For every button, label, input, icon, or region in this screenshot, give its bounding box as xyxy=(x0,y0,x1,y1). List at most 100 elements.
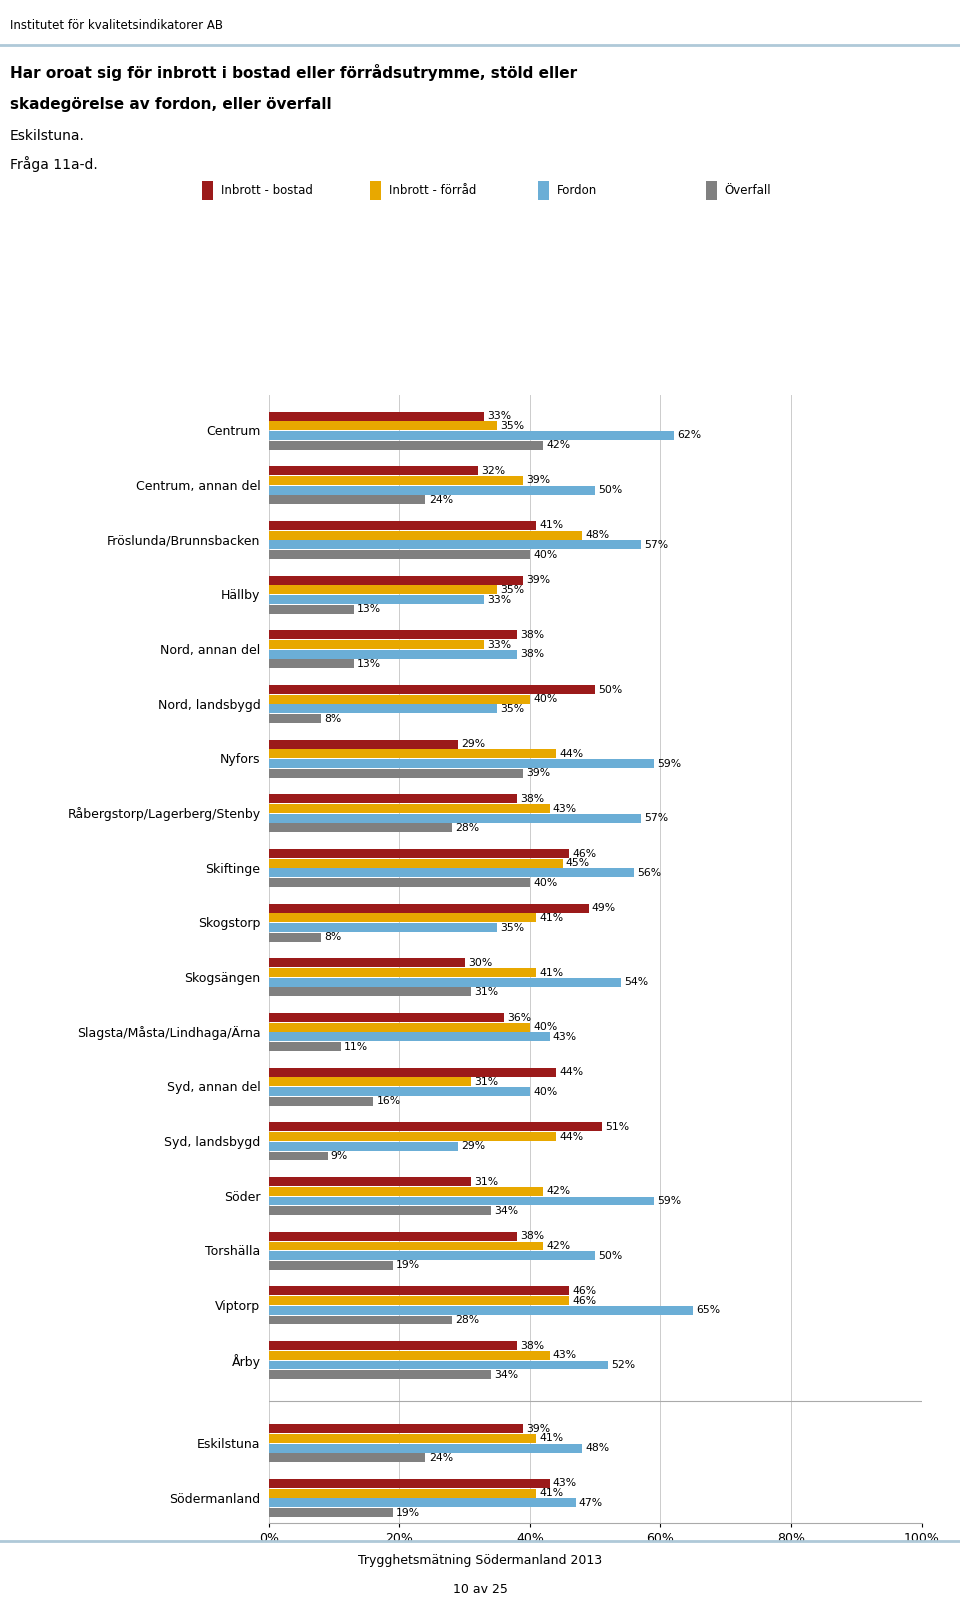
Text: 41%: 41% xyxy=(540,967,564,977)
Text: 11%: 11% xyxy=(344,1041,368,1051)
Text: 49%: 49% xyxy=(592,903,616,914)
Bar xyxy=(269,604,353,614)
Bar xyxy=(269,1186,543,1196)
Text: 40%: 40% xyxy=(533,1086,558,1096)
Bar xyxy=(269,695,530,704)
Text: 40%: 40% xyxy=(533,1022,558,1032)
Bar xyxy=(269,969,537,977)
Text: 30%: 30% xyxy=(468,958,492,967)
Text: 41%: 41% xyxy=(540,912,564,924)
Text: 47%: 47% xyxy=(579,1498,603,1507)
Bar xyxy=(269,714,321,724)
Text: 24%: 24% xyxy=(429,495,453,505)
Text: 51%: 51% xyxy=(605,1122,629,1132)
Text: 54%: 54% xyxy=(625,977,649,987)
Text: 43%: 43% xyxy=(553,1032,577,1041)
Text: 39%: 39% xyxy=(527,1423,551,1433)
Bar xyxy=(269,466,478,476)
Bar xyxy=(269,1341,516,1351)
Bar xyxy=(269,933,321,941)
Bar xyxy=(269,1206,491,1215)
Bar xyxy=(269,1077,471,1086)
Text: 50%: 50% xyxy=(598,685,623,695)
Bar xyxy=(269,1370,491,1380)
Text: 8%: 8% xyxy=(324,932,342,943)
Bar xyxy=(269,804,549,812)
Text: 44%: 44% xyxy=(560,1067,584,1077)
Text: 38%: 38% xyxy=(520,1341,544,1351)
Text: Trygghetsmätning Södermanland 2013: Trygghetsmätning Södermanland 2013 xyxy=(358,1554,602,1567)
Bar xyxy=(269,476,523,485)
Bar xyxy=(269,1286,569,1296)
Text: 45%: 45% xyxy=(565,858,590,869)
Text: 43%: 43% xyxy=(553,803,577,814)
Bar xyxy=(269,1251,595,1261)
Text: 16%: 16% xyxy=(376,1096,400,1106)
Bar xyxy=(269,1122,602,1132)
Text: 33%: 33% xyxy=(488,411,512,421)
Bar xyxy=(269,759,654,767)
Text: 40%: 40% xyxy=(533,695,558,704)
Bar xyxy=(269,585,497,595)
Bar xyxy=(269,1043,341,1051)
Bar xyxy=(269,685,595,693)
Text: 40%: 40% xyxy=(533,550,558,559)
Text: 46%: 46% xyxy=(572,1286,596,1296)
Text: 31%: 31% xyxy=(474,987,498,996)
Bar xyxy=(269,640,484,650)
Text: 33%: 33% xyxy=(488,640,512,650)
Bar xyxy=(269,1296,569,1306)
Bar xyxy=(269,1232,516,1241)
Bar xyxy=(269,1315,451,1325)
Bar xyxy=(269,650,516,659)
Bar xyxy=(269,1435,537,1443)
Text: 35%: 35% xyxy=(500,421,525,430)
Text: 57%: 57% xyxy=(644,812,668,824)
Text: 31%: 31% xyxy=(474,1177,498,1186)
Text: Inbrott - bostad: Inbrott - bostad xyxy=(221,184,313,197)
Bar xyxy=(269,1177,471,1186)
Bar xyxy=(269,1478,549,1488)
Text: 43%: 43% xyxy=(553,1351,577,1361)
Bar xyxy=(269,769,523,777)
Bar xyxy=(269,879,530,887)
Bar xyxy=(269,740,458,748)
Bar xyxy=(269,1132,556,1141)
Text: 28%: 28% xyxy=(455,822,479,833)
Text: 35%: 35% xyxy=(500,922,525,933)
Bar xyxy=(269,495,425,505)
Bar xyxy=(269,575,523,585)
Text: 34%: 34% xyxy=(494,1370,518,1380)
Bar xyxy=(269,659,353,669)
Bar xyxy=(269,485,595,495)
Bar xyxy=(269,1361,609,1370)
Bar xyxy=(269,1012,504,1022)
Text: 41%: 41% xyxy=(540,1433,564,1443)
Text: 40%: 40% xyxy=(533,877,558,888)
Bar xyxy=(269,540,641,550)
Text: 34%: 34% xyxy=(494,1206,518,1215)
Text: 8%: 8% xyxy=(324,714,342,724)
Bar xyxy=(269,430,674,440)
Bar xyxy=(269,988,471,996)
Bar xyxy=(269,814,641,822)
Bar xyxy=(269,1096,373,1106)
Text: 28%: 28% xyxy=(455,1315,479,1325)
Text: 10 av 25: 10 av 25 xyxy=(452,1583,508,1596)
Text: 46%: 46% xyxy=(572,848,596,859)
Bar xyxy=(269,1067,556,1077)
Text: 48%: 48% xyxy=(586,530,610,540)
Text: Institutet för kvalitetsindikatorer AB: Institutet för kvalitetsindikatorer AB xyxy=(10,19,223,32)
Bar xyxy=(269,1454,425,1462)
Bar xyxy=(269,914,537,922)
Text: 38%: 38% xyxy=(520,1232,544,1241)
Text: Eskilstuna.: Eskilstuna. xyxy=(10,129,84,143)
Bar xyxy=(269,704,497,714)
Text: 19%: 19% xyxy=(396,1507,420,1517)
Bar xyxy=(269,1261,393,1270)
Bar xyxy=(269,1425,523,1433)
Text: 39%: 39% xyxy=(527,575,551,585)
Bar xyxy=(269,1241,543,1251)
Text: 38%: 38% xyxy=(520,793,544,804)
Text: 31%: 31% xyxy=(474,1077,498,1086)
